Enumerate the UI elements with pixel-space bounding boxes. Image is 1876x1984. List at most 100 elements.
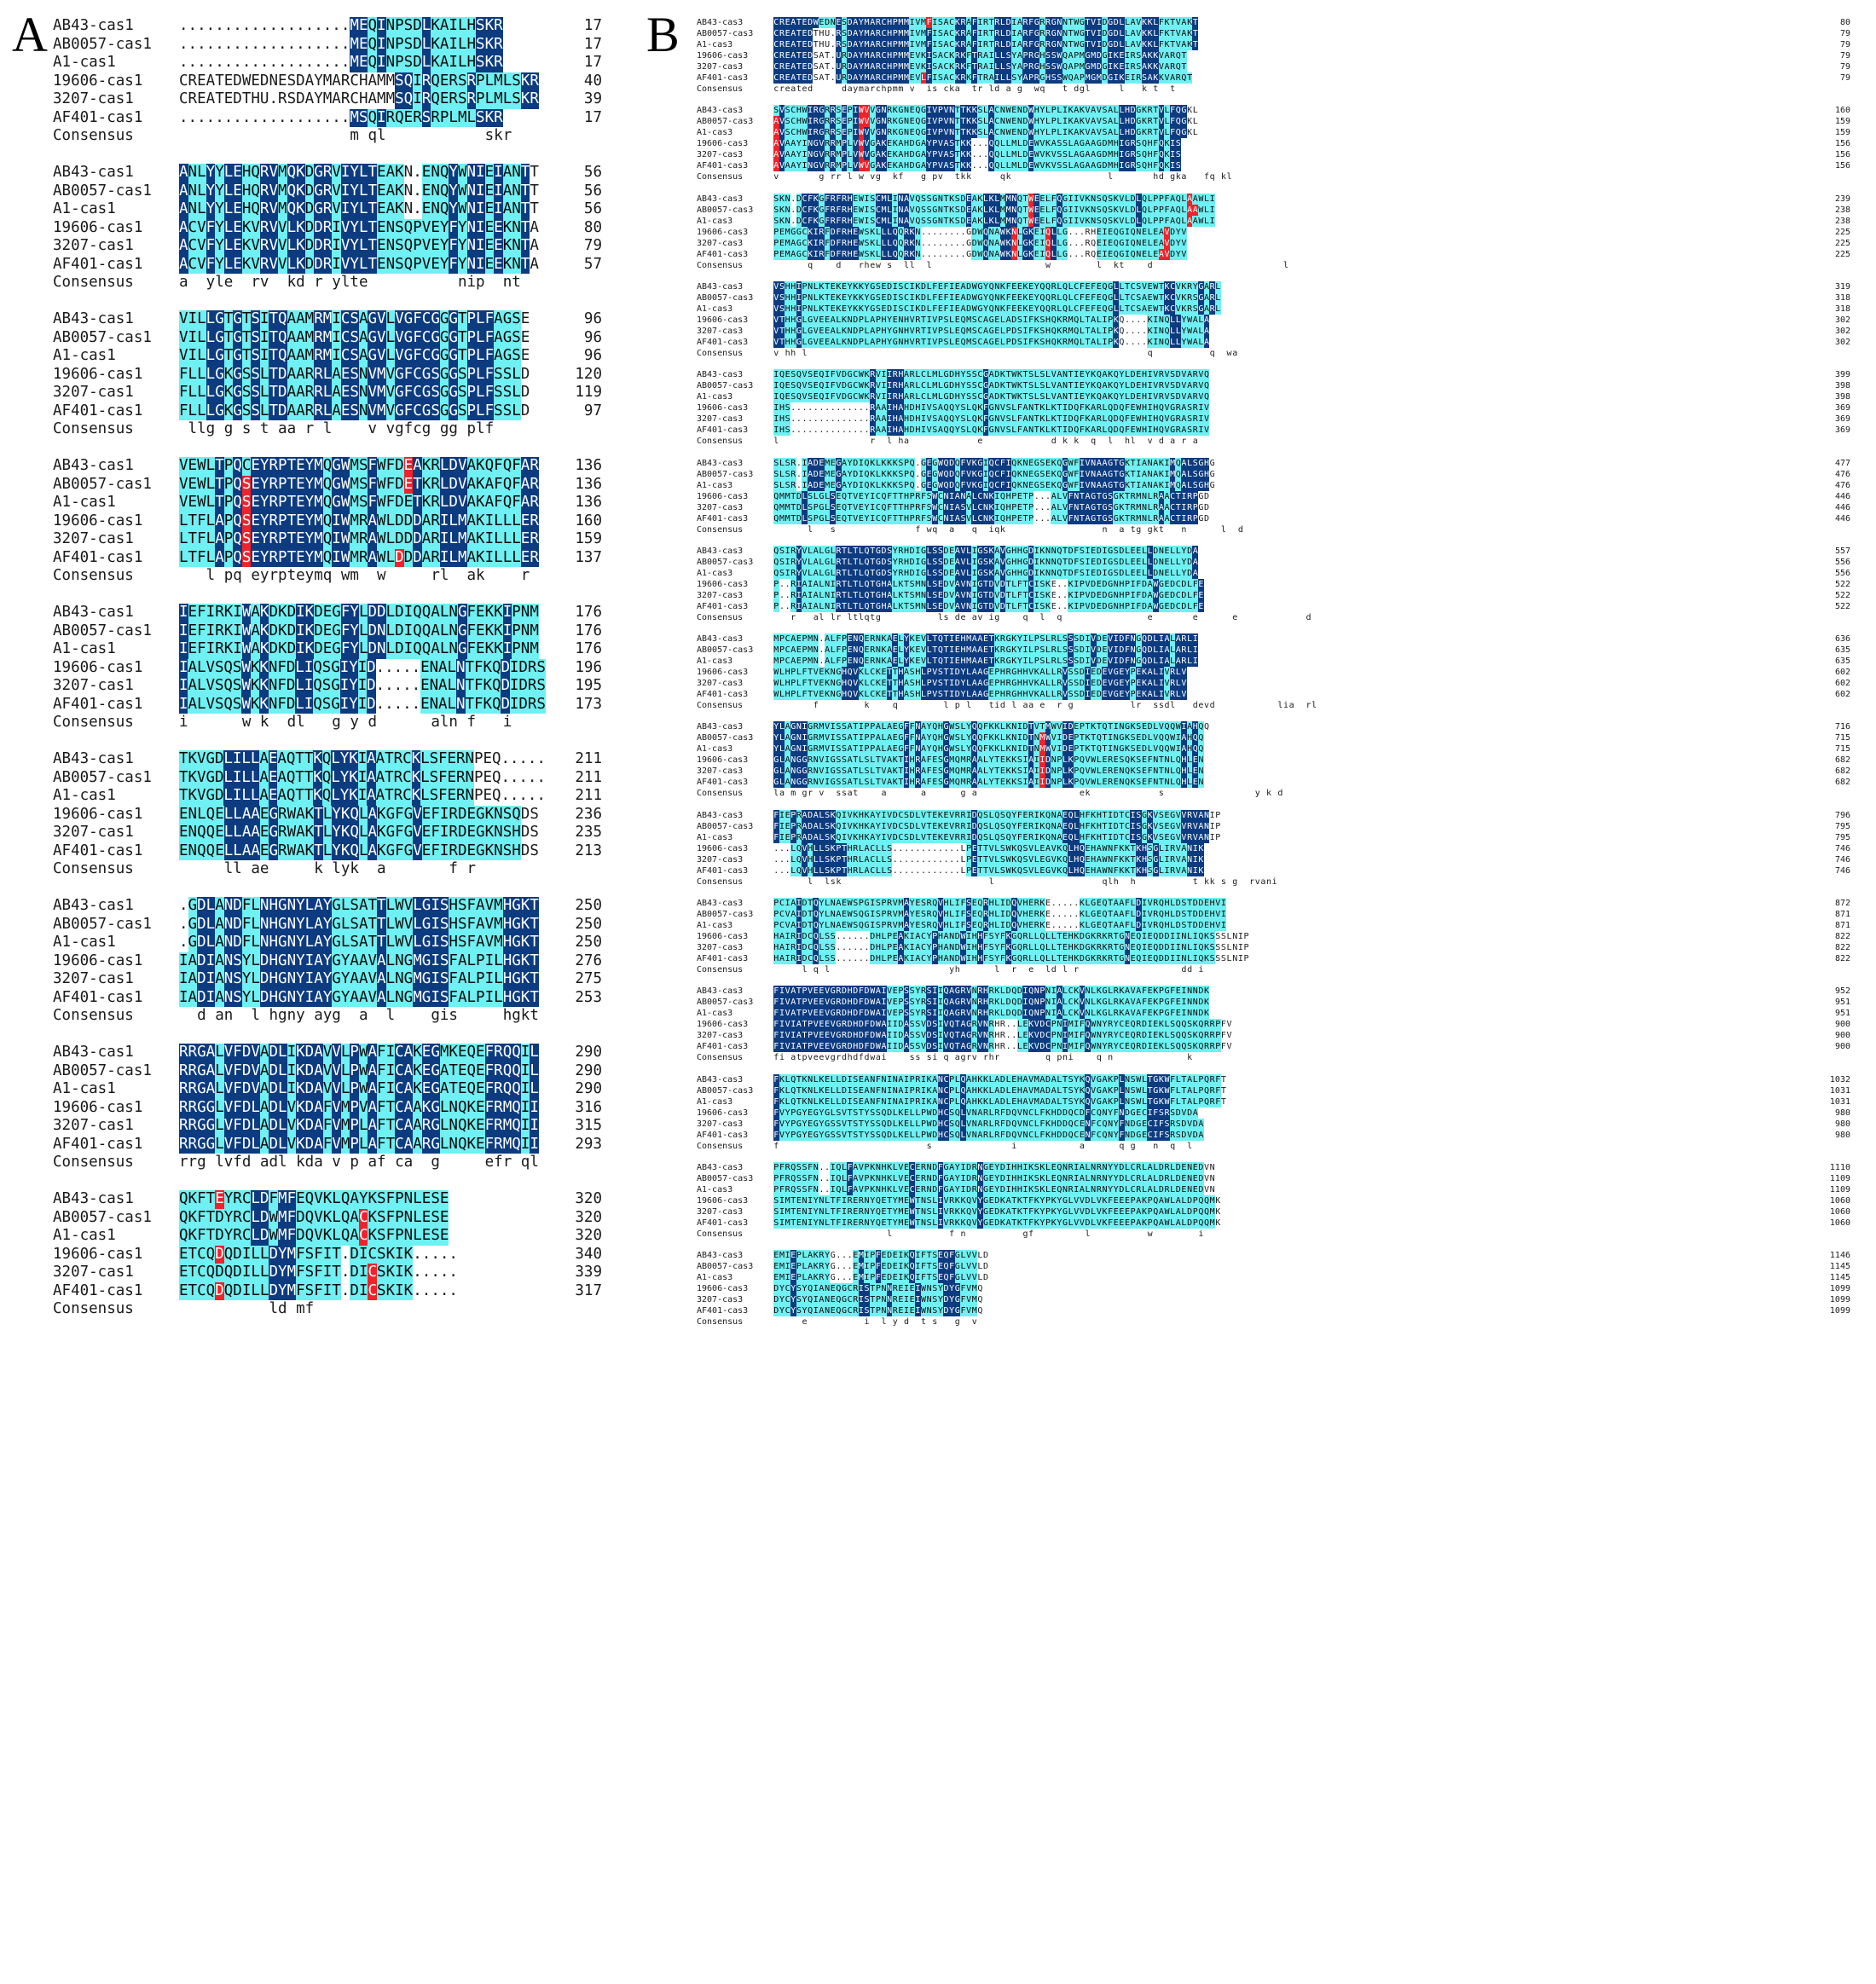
residue: M [898,61,904,72]
residue: s [887,260,893,270]
residue: F [466,915,477,934]
residue [323,1154,333,1172]
residue: W [241,695,251,714]
residue: G [813,160,819,172]
residue: A [1090,105,1097,117]
residue: V [779,160,785,172]
residue: Y [350,218,359,237]
residue: E [251,475,260,494]
residue: T [223,310,234,329]
residue: C [773,50,779,61]
residue: k [949,84,955,94]
residue: V [1175,17,1182,28]
residue: G [1096,160,1103,172]
residue: V [943,127,949,139]
residue: E [1147,281,1153,292]
residue: Y [457,218,467,237]
residue: K [813,204,819,216]
residue: Q [1051,325,1057,337]
residue: V [223,1135,234,1154]
residue: N [1062,28,1068,39]
residue: G [790,226,796,238]
residue: Q [223,677,233,696]
residue: S [512,310,521,329]
residue: P [847,116,853,128]
residue: N [429,695,439,714]
residue [994,348,1000,359]
residue: K [304,622,315,640]
sequence-name: Consensus [53,1154,134,1171]
residue: A [1073,116,1080,128]
residue: R [824,116,831,128]
residue: M [1090,50,1097,61]
residue: K [1022,292,1028,304]
residue: Y [322,934,333,952]
residue: . [322,54,333,71]
residue: A [368,1044,378,1062]
residue-count: 159 [1834,117,1850,127]
residue: S [429,750,439,769]
residue: R [269,475,279,494]
residue: Y [439,237,449,256]
residue: W [1073,28,1080,39]
residue: D [1096,50,1103,61]
residue: W [999,226,1006,238]
residue: A [368,842,378,860]
residue: Q [1068,72,1074,84]
residue: E [1079,369,1086,381]
residue: T [530,182,539,200]
sequence-name: AB0057-cas1 [53,768,152,786]
residue: F [943,303,949,315]
residue: C [875,193,882,205]
residue: I [241,1245,252,1264]
residue: V [1096,127,1103,139]
residue: w [1034,84,1039,94]
residue: L [886,193,893,205]
residue: A [296,805,305,824]
residue: R [1051,292,1057,304]
residue: I [357,695,368,714]
residue: T [368,915,378,934]
residue: D [796,215,802,227]
residue: G [512,934,521,952]
residue: D [824,17,831,28]
residue: M [350,17,359,36]
residue: F [314,1281,323,1300]
residue: L [447,695,457,714]
residue: E [259,805,269,824]
residue: a [179,274,188,291]
residue: f [403,420,414,437]
residue: L [1181,215,1187,227]
residue: A [1141,50,1148,61]
residue-count: 238 [1834,205,1850,215]
residue: A [903,215,910,227]
residue: Q [1045,303,1051,315]
residue: K [377,824,386,842]
residue: G [847,369,853,381]
residue: M [457,108,467,127]
sequence-row: 19606-cas1 L T F L A P Q S E Y R P T E Y M Q I W M R A W L D D D A R I… [0,512,614,530]
residue: W [457,164,467,182]
residue: i [926,84,932,94]
residue: L [1113,292,1120,304]
residue: A [852,17,859,28]
residue: V [773,292,779,304]
residue: K [484,622,495,640]
residue: D [197,934,206,952]
residue: E [520,548,530,567]
residue: K [484,108,495,127]
residue [251,127,260,146]
residue: C [395,1080,404,1099]
residue-count: 79 [1839,40,1850,49]
residue: I [431,934,440,952]
residue: E [377,182,386,200]
residue: R [1209,281,1215,292]
residue: K [1113,336,1120,348]
residue: p [466,420,477,437]
residue: K [188,750,198,769]
residue: K [1045,149,1051,161]
residue: K [259,677,269,696]
